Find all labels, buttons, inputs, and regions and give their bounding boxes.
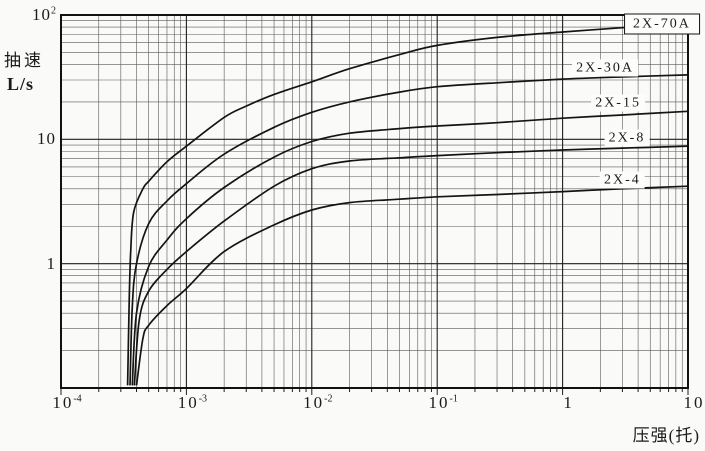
plot-frame [60, 14, 689, 389]
curve-2x-8 [133, 145, 689, 386]
axis-tick [60, 388, 689, 395]
grid-minor [61, 15, 688, 388]
grid-major [60, 14, 689, 389]
curve-2x-70a [126, 22, 689, 386]
curve-2x-4 [135, 185, 689, 386]
curve-2x-15 [131, 110, 689, 386]
curve-2x-30a [129, 74, 689, 386]
